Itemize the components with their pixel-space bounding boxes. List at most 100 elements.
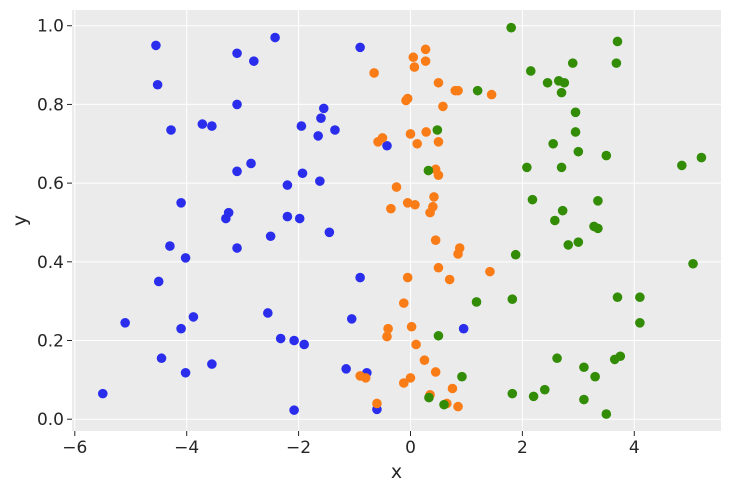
scatter-point [433,262,444,273]
scatter-point [176,323,186,334]
scatter-point [510,249,521,260]
grid-lines [72,10,721,431]
scatter-point [559,77,570,88]
scatter-point [453,249,463,259]
scatter-point [165,241,175,251]
scatter-point [570,127,581,137]
scatter-point [188,312,199,322]
y-tick-label: 0.4 [37,253,64,273]
scatter-point [570,107,581,118]
scatter-point [297,168,308,179]
y-tick-label: 0.0 [37,410,64,430]
scatter-point [318,103,329,114]
scatter-point [548,138,558,149]
scatter-point [355,272,365,283]
scatter-point [579,394,589,405]
scatter-point [573,237,584,247]
scatter-point [567,58,578,68]
x-tick-label: −4 [174,438,199,458]
scatter-point [429,192,439,202]
scatter-point [299,339,309,350]
scatter-point [542,77,553,88]
scatter-point [398,378,409,388]
scatter-point [156,353,167,364]
scatter-point [294,213,305,224]
scatter-point [246,158,256,169]
scatter-point [221,213,231,224]
scatter-point [263,308,273,318]
scatter-point [486,89,497,100]
scatter-point [420,56,431,66]
scatter-point [601,409,612,419]
scatter-point [232,243,242,253]
scatter-point [409,62,420,72]
scatter-point [424,392,434,403]
scatter-point [166,125,176,135]
scatter-point [232,99,242,110]
scatter-point [265,231,276,242]
scatter-point [289,335,299,346]
scatter-point [522,162,532,173]
scatter-point [282,180,293,190]
scatter-point [485,266,495,277]
scatter-point [432,125,443,135]
scatter-point [412,138,423,149]
data-points [97,22,707,419]
scatter-point [180,367,191,378]
scatter-point [635,317,645,328]
scatter-point [355,42,365,53]
scatter-point [550,215,560,226]
scatter-point [97,388,108,399]
scatter-point [408,52,419,63]
scatter-point [696,152,707,163]
scatter-point [421,127,431,137]
scatter-point [382,331,392,342]
scatter-point [152,79,163,90]
scatter-point [573,146,584,157]
scatter-point [180,253,191,263]
scatter-point [296,121,307,131]
x-tick-label: −6 [62,438,87,458]
scatter-point [176,197,186,208]
scatter-point [420,44,431,55]
scatter-point [609,354,620,365]
scatter-point [458,323,469,334]
scatter-point [275,333,286,344]
scatter-point [289,405,299,415]
scatter-point [425,207,435,218]
scatter-point [341,364,351,374]
scatter-point [438,101,448,112]
scatter-point [453,401,463,412]
scatter-point [207,359,217,369]
scatter-point [593,223,603,234]
scatter-point [430,367,441,377]
scatter-point [270,32,280,43]
scatter-point [563,240,574,250]
y-tick-label: 0.8 [37,95,64,115]
scatter-point [406,321,417,332]
scatter-point [330,125,340,135]
scatter-point [316,113,326,124]
scatter-point [382,140,392,151]
scatter-point [453,85,463,96]
scatter-point [677,160,687,171]
x-axis-label: x [391,461,402,483]
scatter-point [688,258,698,269]
scatter-point [402,272,413,283]
scatter-point [232,48,242,59]
x-tick-label: 2 [517,438,528,458]
scatter-point [346,314,357,324]
y-tick-label: 0.6 [37,174,64,194]
scatter-point [528,391,539,402]
scatter-point [369,68,379,78]
scatter-point [471,297,482,307]
x-tick-label: 0 [405,438,416,458]
scatter-point [232,166,242,177]
x-tick-label: −2 [286,438,311,458]
y-axis-ticks: 0.0 0.2 0.4 0.6 0.8 1.0 [37,17,72,430]
scatter-point [611,58,622,68]
scatter-point [593,196,603,206]
scatter-point [439,399,449,410]
scatter-point [612,292,623,303]
scatter-point [433,137,444,147]
